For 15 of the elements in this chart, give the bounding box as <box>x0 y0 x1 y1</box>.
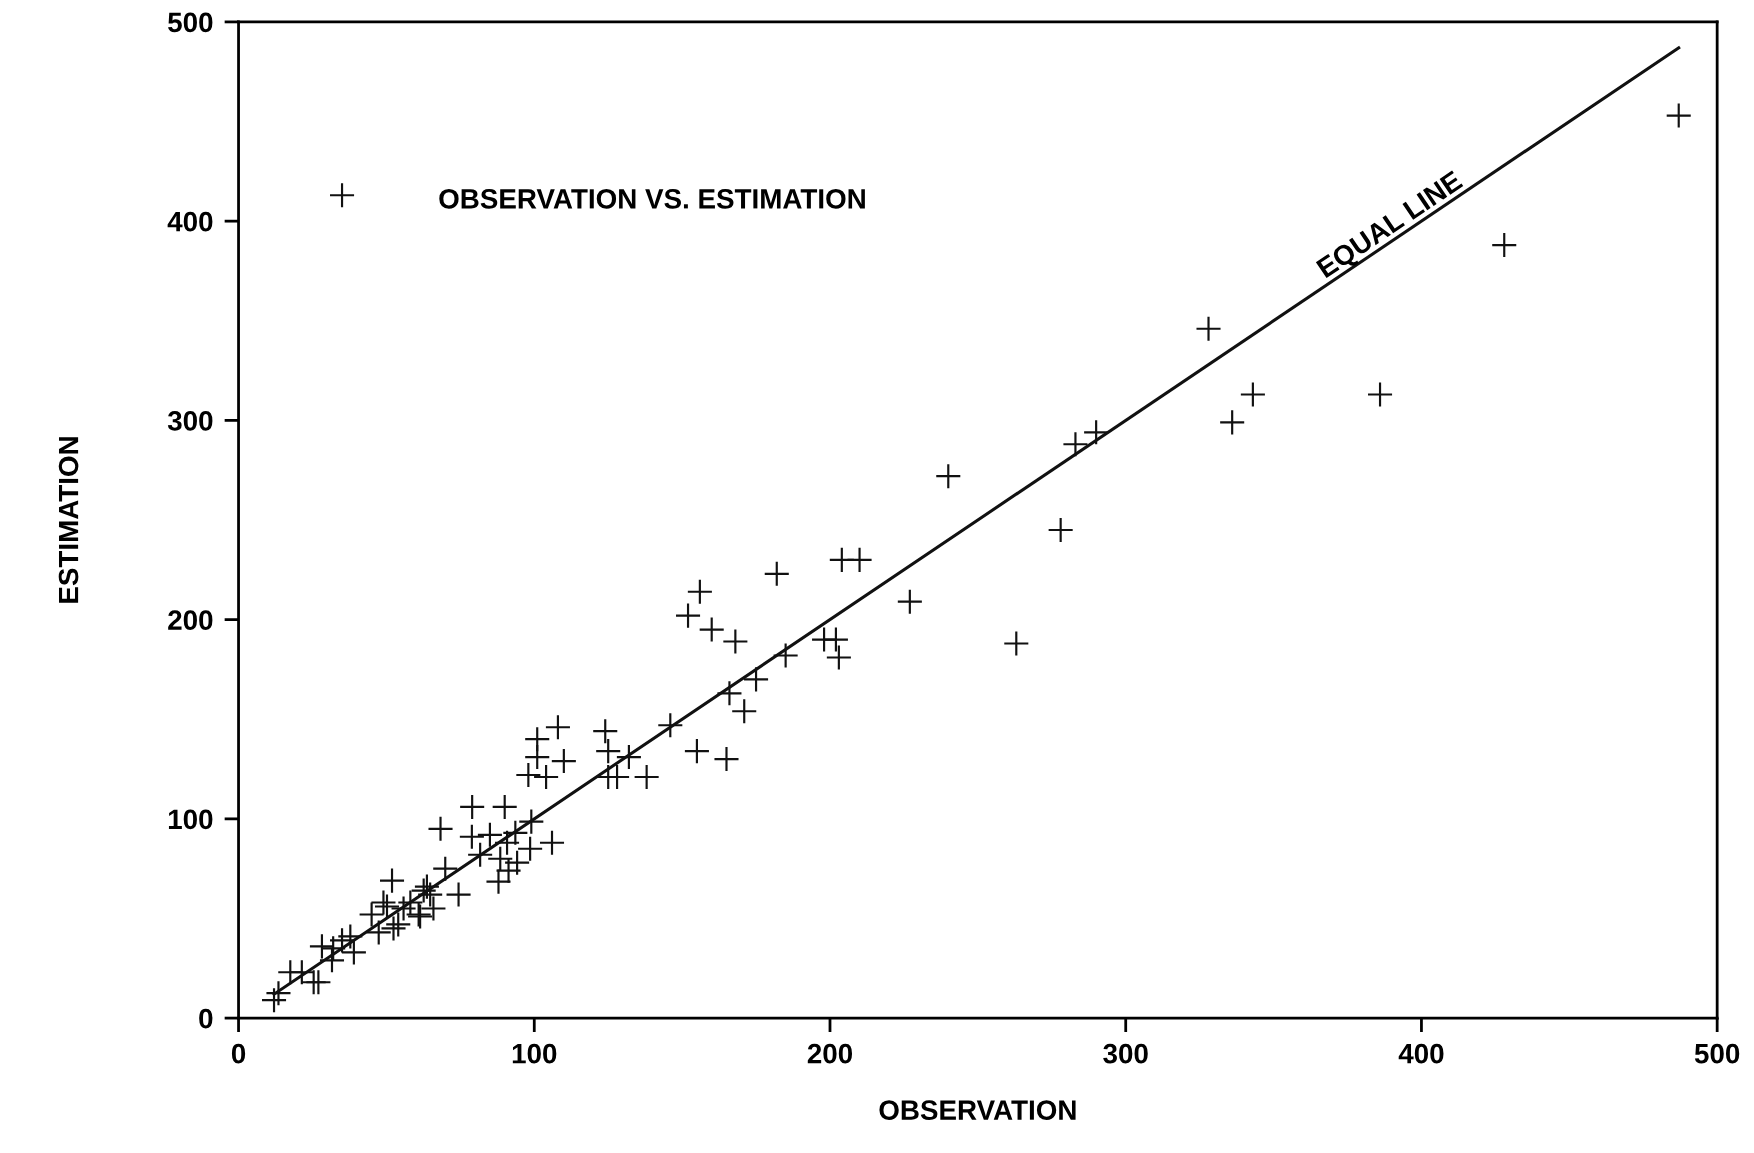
x-tick-label: 200 <box>807 1043 853 1064</box>
y-tick-label: 500 <box>168 12 213 33</box>
x-axis-title: OBSERVATION <box>879 1100 1076 1120</box>
x-tick-label: 300 <box>1103 1043 1148 1064</box>
x-tick-label: 0 <box>231 1043 246 1064</box>
y-tick-label: 300 <box>167 411 213 431</box>
annotation: OBSERVATION VS. ESTIMATION <box>439 189 865 209</box>
y-axis-title: ESTIMATION <box>58 437 79 603</box>
y-tick-label: 200 <box>168 610 213 630</box>
y-tick-label: 100 <box>168 809 213 830</box>
y-tick-label: 0 <box>199 1008 213 1029</box>
y-tick-label: 400 <box>167 211 213 232</box>
x-tick-label: 500 <box>1694 1043 1740 1064</box>
x-tick-label: 400 <box>1398 1043 1444 1064</box>
x-tick-label: 100 <box>512 1043 557 1064</box>
